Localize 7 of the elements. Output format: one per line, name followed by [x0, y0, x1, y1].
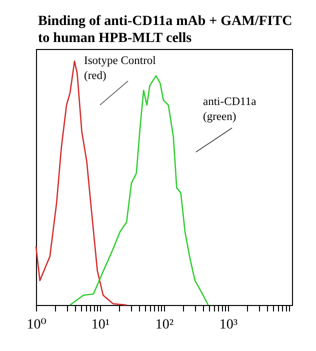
x-tick-label: 10²: [155, 318, 174, 332]
chart-title: Binding of anti-CD11a mAb + GAM/FITC to human HPB-MLT cells: [38, 14, 292, 46]
x-tick-label: 10³: [219, 318, 238, 332]
x-tick-label: 10¹: [91, 318, 110, 332]
x-tick-label: 10⁰: [26, 318, 47, 332]
annotation: Isotype Control (red): [84, 55, 156, 82]
annotation: anti-CD11a (green): [203, 96, 256, 123]
